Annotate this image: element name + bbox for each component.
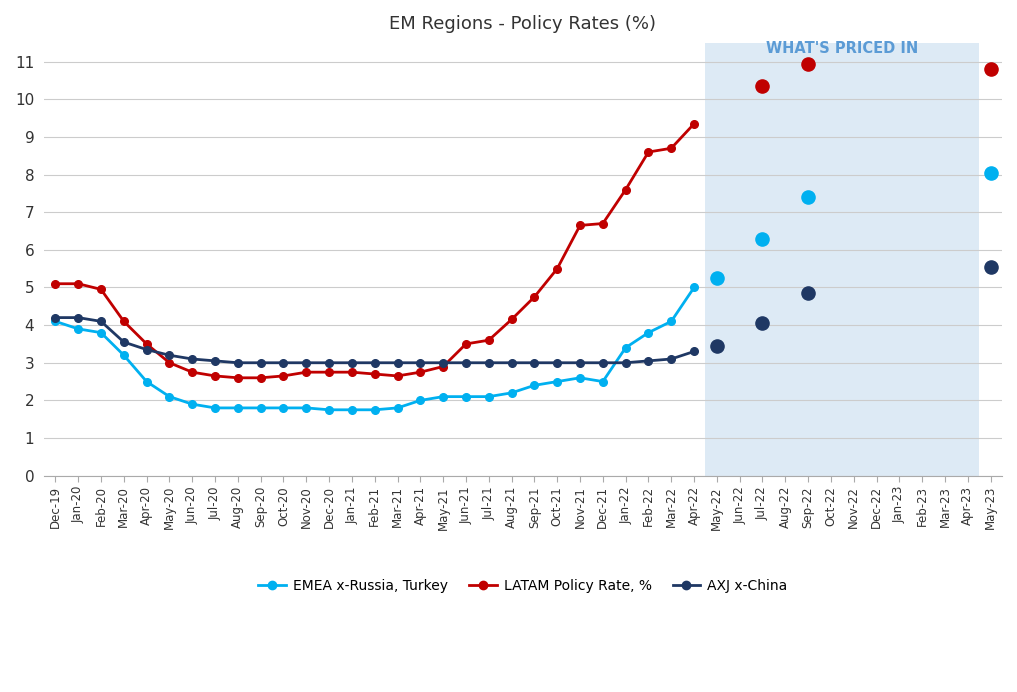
Point (800, 288, 817, 299)
Title: EM Regions - Policy Rates (%): EM Regions - Policy Rates (%) (390, 15, 657, 33)
Point (755, 81, 771, 92)
Point (709, 273, 725, 284)
Point (800, 192, 817, 203)
Point (709, 340, 725, 352)
Point (982, 167, 999, 179)
Point (982, 64, 999, 75)
Legend: EMEA x-Russia, Turkey, LATAM Policy Rate, %, AXJ x-China: EMEA x-Russia, Turkey, LATAM Policy Rate… (253, 574, 793, 599)
Point (755, 318, 771, 329)
Text: WHAT'S PRICED IN: WHAT'S PRICED IN (766, 41, 918, 56)
Point (982, 262, 999, 273)
Bar (706, 43, 979, 475)
Point (800, 58, 817, 69)
Point (755, 233, 771, 244)
